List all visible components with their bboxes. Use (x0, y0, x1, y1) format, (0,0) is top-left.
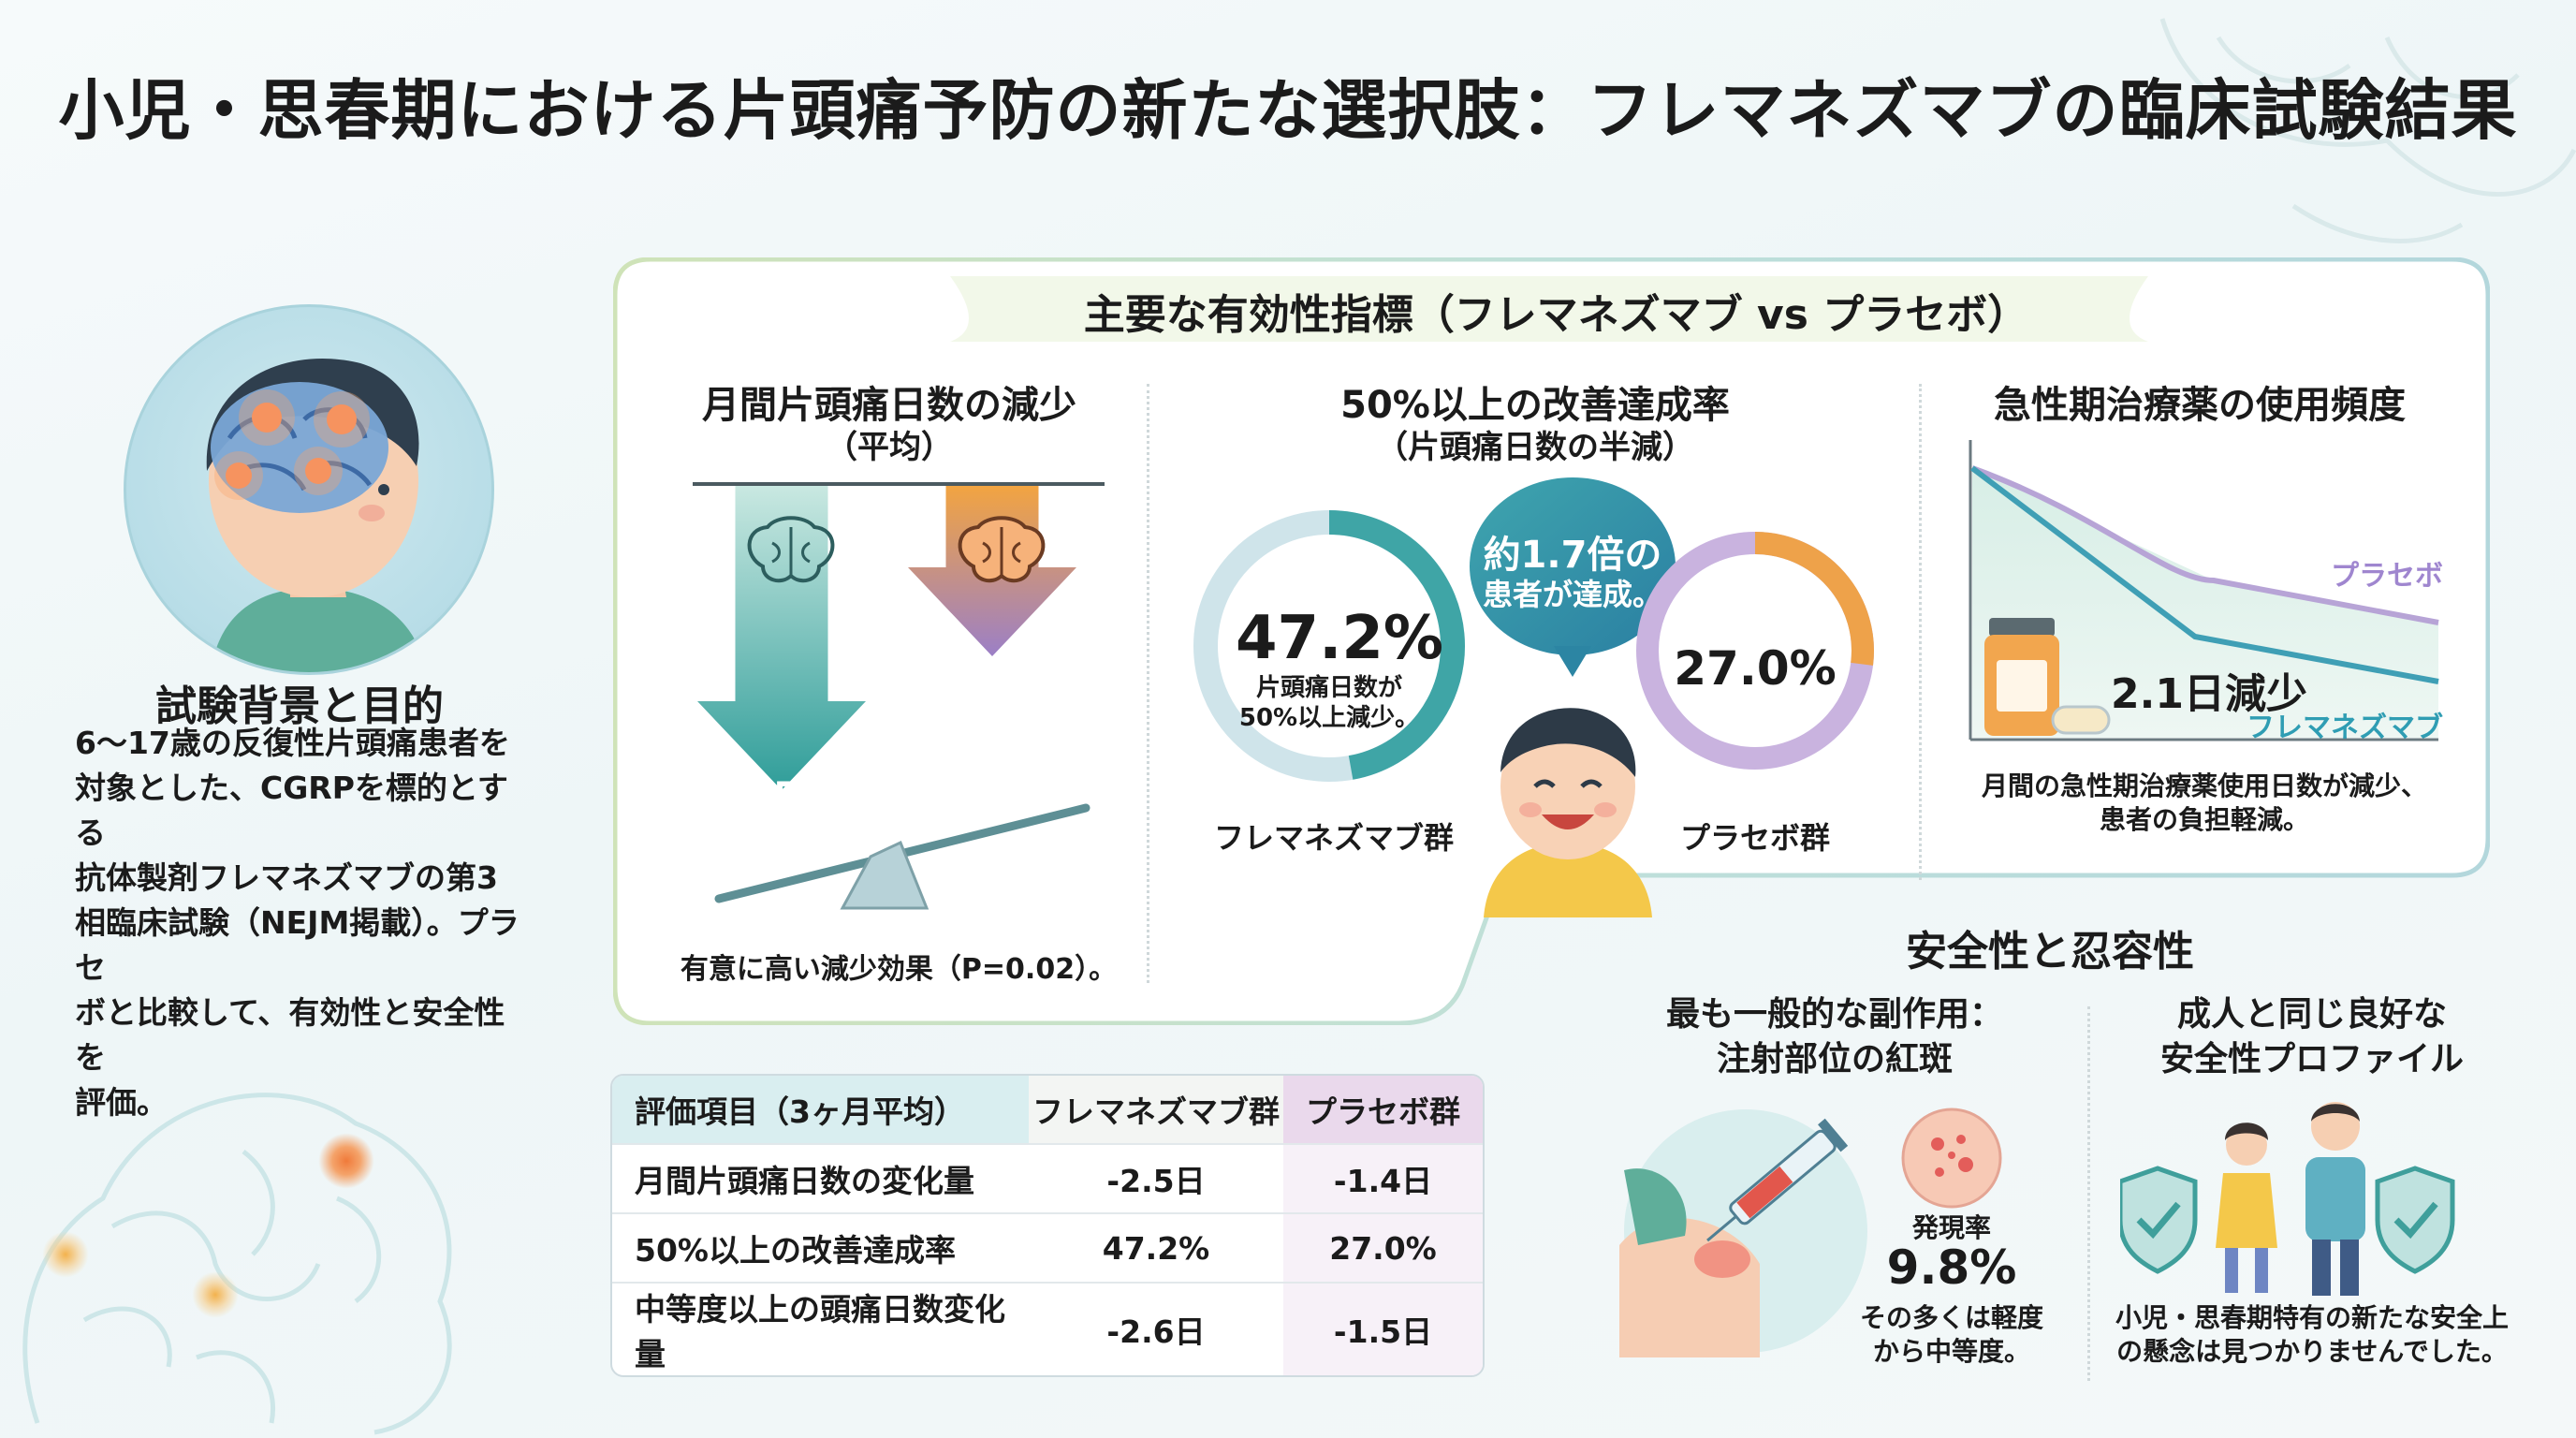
placebo-group-label: プラセボ群 (1679, 820, 1830, 856)
response-subheading: （片頭痛日数の半減） (1376, 429, 1694, 466)
table-cell: 47.2% (1029, 1212, 1283, 1282)
bubble-text-2: 患者が達成。 (1482, 577, 1662, 612)
glow-dot-yellow-2 (192, 1271, 239, 1318)
safety-heading: 安全性と忍容性 (1906, 928, 2194, 976)
table-header-row: 評価項目（3ヶ月平均） フレマネズマブ群 プラセボ群 (612, 1076, 1483, 1143)
brain-icon (747, 516, 835, 583)
placebo-line (1970, 465, 2439, 625)
injection-illustration (1619, 1109, 1867, 1357)
table-cell: -2.5日 (1029, 1143, 1283, 1212)
adverse-heading-2: 注射部位の紅斑 (1716, 1040, 1953, 1078)
placebo-reduction-label: -1.4日 (928, 716, 1047, 759)
fremanezumab-note-2: 50%以上減少。 (1238, 704, 1420, 732)
table-cell: 27.0% (1283, 1212, 1483, 1282)
bubble-text-1: 約1.7倍の (1483, 534, 1662, 577)
speech-bubble (1470, 477, 1676, 677)
table-cell: -1.5日 (1283, 1282, 1483, 1375)
background-line: ボと比較して、有効性と安全性を (75, 994, 505, 1076)
acute-fremanezumab-label: フレマネズマブ (2247, 712, 2443, 744)
profile-note-1: 小児・思春期特有の新たな安全上 (2115, 1302, 2509, 1333)
adult-figure (2305, 1102, 2365, 1296)
placebo-donut-arc (1754, 532, 1874, 666)
shirt-shape (211, 588, 426, 672)
profile-heading-1: 成人と同じ良好な (2176, 995, 2447, 1034)
response-heading: 50%以上の改善達成率 (1340, 384, 1730, 427)
monthly-subheading: （平均） (826, 429, 953, 466)
acute-reduction: 2.1日減少 (2111, 670, 2307, 718)
page-title: 小児・思春期における片頭痛予防の新たな選択肢：フレマネズマブの臨床試験結果 (58, 72, 2518, 149)
profile-note-2: の懸念は見つかりませんでした。 (2116, 1336, 2508, 1367)
seesaw-icon (714, 803, 1090, 910)
table-cell: 月間片頭痛日数の変化量 (612, 1143, 1029, 1212)
background-line: 対象とした、CGRPを標的とする (75, 770, 508, 851)
adverse-rate: 9.8% (1886, 1240, 2017, 1295)
monthly-reduction-chart (693, 482, 1105, 910)
shield-check-icon (2120, 1166, 2198, 1274)
fremanezumab-reduction-label: -2.5日 (717, 775, 837, 818)
adverse-heading-1: 最も一般的な副作用： (1665, 995, 2003, 1034)
background-text: 6〜17歳の反復性片頭痛患者を 対象とした、CGRPを標的とする 抗体製剤フレマ… (75, 721, 534, 1125)
results-table: 評価項目（3ヶ月平均） フレマネズマブ群 プラセボ群 月間片頭痛日数の変化量 -… (610, 1074, 1485, 1377)
smiling-child-icon (1484, 708, 1652, 917)
column-divider (2087, 1006, 2090, 1381)
shield-check-icon (2375, 1166, 2455, 1274)
background-brain-top-right (2159, 18, 2576, 243)
fremanezumab-reduction-arrow (697, 486, 866, 790)
table-header: プラセボ群 (1283, 1076, 1483, 1143)
table-row: 月間片頭痛日数の変化量 -2.5日 -1.4日 (612, 1143, 1483, 1212)
responder-donuts (1193, 510, 1874, 782)
table-cell: -1.4日 (1283, 1143, 1483, 1212)
family-safety-illustration (2120, 1102, 2455, 1296)
rate-note-2: から中等度。 (1872, 1336, 2030, 1367)
acute-note-1: 月間の急性期治療薬使用日数が減少、 (1981, 770, 2427, 801)
fremanezumab-line (1970, 465, 2439, 684)
fremanezumab-note-1: 片頭痛日数が (1255, 674, 1402, 702)
fremanezumab-pct: 47.2% (1236, 604, 1444, 673)
column-divider (1919, 384, 1922, 880)
table-cell: 中等度以上の頭痛日数変化量 (612, 1282, 1029, 1375)
acute-usage-chart (1969, 440, 2439, 741)
acute-note-2: 患者の負担軽減。 (2099, 804, 2309, 835)
table-row: 中等度以上の頭痛日数変化量 -2.6日 -1.5日 (612, 1282, 1483, 1375)
acute-heading: 急性期治療薬の使用頻度 (1994, 384, 2406, 427)
profile-heading-2: 安全性プロファイル (2159, 1040, 2464, 1078)
table-cell: -2.6日 (1029, 1282, 1283, 1375)
rash-icon (1901, 1108, 2002, 1209)
background-line: 評価。 (75, 1084, 168, 1121)
background-heading: 試験背景と目的 (155, 682, 444, 730)
fremanezumab-group-label: フレマネズマブ群 (1213, 820, 1454, 856)
medicine-bottle-icon (1984, 618, 2111, 736)
fremanezumab-donut-arc (1328, 510, 1465, 780)
acute-placebo-label: プラセボ (2331, 560, 2443, 593)
table-row: 50%以上の改善達成率 47.2% 27.0% (612, 1212, 1483, 1282)
glow-dot-orange (318, 1133, 374, 1189)
table-header: 評価項目（3ヶ月平均） (612, 1076, 1029, 1143)
placebo-pct: 27.0% (1674, 641, 1837, 696)
background-line: 抗体製剤フレマネズマブの第3 (75, 859, 498, 896)
rate-note-1: その多くは軽度 (1859, 1302, 2043, 1333)
background-line: 相臨床試験（NEJM掲載）。プラセ (75, 904, 520, 986)
glow-dot-yellow-1 (42, 1231, 89, 1278)
monthly-heading: 月間片頭痛日数の減少 (702, 384, 1076, 427)
fremanezumab-donut-center: 47.2% 片頭痛日数が 50%以上減少。 (1236, 604, 1444, 733)
rate-label: 発現率 (1911, 1212, 1991, 1243)
background-line: 6〜17歳の反復性片頭痛患者を (75, 725, 510, 761)
brain-icon (958, 516, 1046, 583)
efficacy-title: 主要な有効性指標（フレマネズマブ vs プラセボ） (1083, 291, 2029, 339)
monthly-note: 有意に高い減少効果（P=0.02）。 (680, 953, 1118, 986)
child-figure (2216, 1123, 2277, 1293)
table-cell: 50%以上の改善達成率 (612, 1212, 1029, 1282)
column-divider (1147, 384, 1149, 983)
table-header: フレマネズマブ群 (1029, 1076, 1283, 1143)
child-brain-illustration (124, 304, 494, 675)
